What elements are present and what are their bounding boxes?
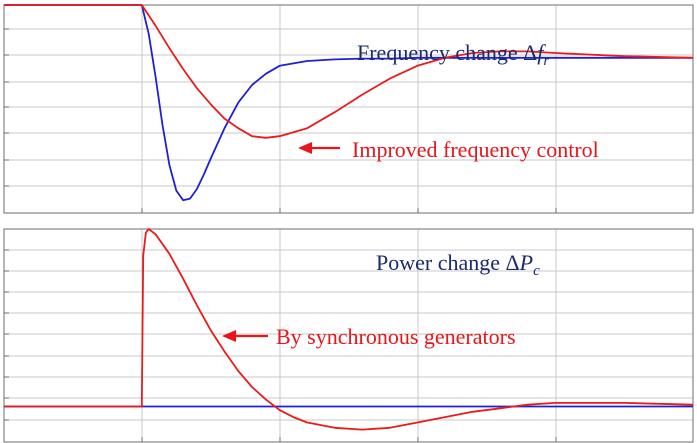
plot-frame [3, 4, 694, 214]
power-change-label: Power change ΔPc [376, 250, 540, 279]
synchronous-generators-label: By synchronous generators [276, 324, 516, 349]
plot-frame [3, 228, 694, 443]
series-red-line [4, 4, 694, 139]
series-red-line [4, 228, 694, 431]
improved-frequency-control-label: Improved frequency control [352, 137, 599, 162]
power-panel [3, 228, 694, 443]
frequency-panel [3, 4, 694, 214]
series-blue-line [4, 4, 693, 202]
annotation-arrow-head [298, 142, 312, 154]
annotation-arrow-head [222, 330, 236, 342]
frequency-change-label: Frequency change Δfr [357, 40, 549, 69]
